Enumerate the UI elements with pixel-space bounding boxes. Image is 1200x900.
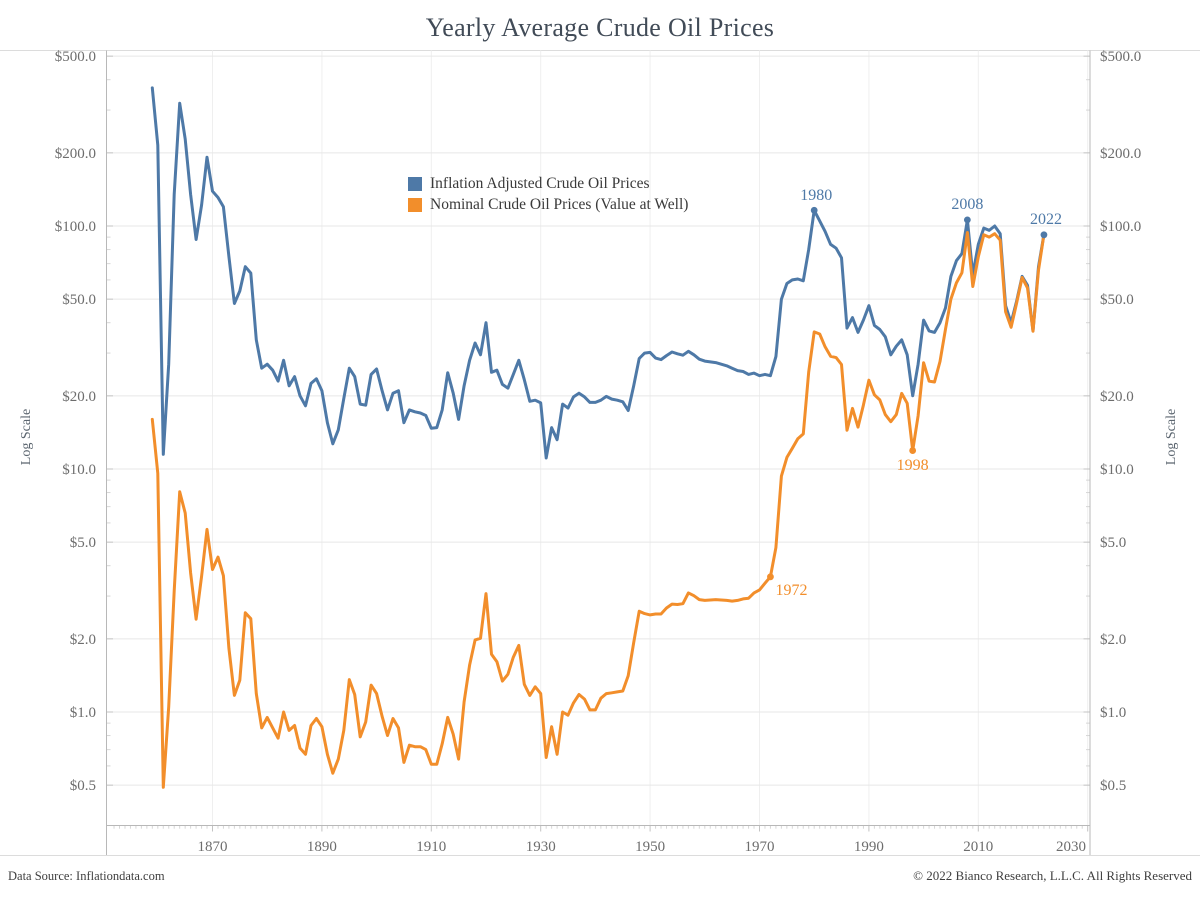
legend: Inflation Adjusted Crude Oil Prices Nomi… [408, 173, 688, 215]
y-axis-tick-label-left: $500.0 [55, 49, 96, 65]
data-source-note: Data Source: Inflationdata.com [8, 869, 165, 883]
legend-item-nominal: Nominal Crude Oil Prices (Value at Well) [408, 194, 688, 215]
nominal-price-line [150, 231, 1046, 789]
y-axis-tick-label-right: $500.0 [1100, 49, 1141, 65]
legend-label-nominal: Nominal Crude Oil Prices (Value at Well) [430, 195, 689, 213]
y-axis-tick-label-right: $1.0 [1100, 705, 1126, 721]
left-axis-title: Log Scale [19, 408, 34, 466]
y-axis-tick-label-right: $10.0 [1100, 462, 1134, 478]
x-axis-tick-label: 2030 [1056, 839, 1086, 855]
annotation-2008-peak: 2008 [951, 195, 984, 213]
y-axis-tick-label-left: $2.0 [70, 632, 96, 648]
x-axis-tick-label: 1990 [854, 839, 884, 855]
legend-swatch-orange-icon [408, 197, 422, 212]
y-axis-tick-label-left: $200.0 [55, 146, 96, 162]
annotation-1980-peak: 1980 [800, 187, 833, 205]
x-axis-tick-label: 1870 [198, 839, 228, 855]
y-axis-tick-label-left: $10.0 [62, 462, 96, 478]
data-point-marker-2008 [963, 216, 971, 224]
x-axis-tick-label: 1910 [416, 839, 446, 855]
x-axis-tick-label: 1930 [526, 839, 556, 855]
y-axis-tick-label-left: $100.0 [55, 219, 96, 235]
y-axis-tick-label-left: $50.0 [62, 292, 96, 308]
title-separator-line [0, 50, 1200, 51]
y-axis-tick-label-right: $100.0 [1100, 219, 1141, 235]
y-axis-tick-label-left: $20.0 [62, 389, 96, 405]
legend-item-inflation-adjusted: Inflation Adjusted Crude Oil Prices [408, 173, 688, 194]
data-point-marker-2022 [1040, 231, 1048, 239]
page-title: Yearly Average Crude Oil Prices [425, 13, 775, 42]
data-point-marker-1972 [767, 573, 774, 581]
data-point-marker-1980 [810, 206, 818, 214]
inflation-adjusted-price-line [150, 86, 1046, 460]
annotation-2022-endpoint: 2022 [1029, 210, 1062, 228]
annotation-1998-low: 1998 [896, 456, 929, 474]
x-axis-tick-label: 1970 [745, 839, 775, 855]
y-axis-tick-label-left: $1.0 [70, 705, 96, 721]
data-point-marker-1998 [909, 447, 917, 454]
y-axis-tick-label-right: $50.0 [1100, 292, 1134, 308]
x-axis-tick-label: 2010 [963, 839, 993, 855]
x-axis-tick-label: 1950 [635, 839, 665, 855]
y-axis-tick-label-right: $2.0 [1100, 632, 1126, 648]
y-axis-tick-label-left: $0.5 [70, 778, 96, 794]
footer-separator-line [0, 855, 1200, 856]
copyright-note: © 2022 Bianco Research, L.L.C. All Right… [913, 868, 1192, 883]
annotation-1972-point: 1972 [775, 581, 808, 599]
y-axis-tick-label-right: $200.0 [1100, 146, 1141, 162]
legend-label-inflation-adjusted: Inflation Adjusted Crude Oil Prices [430, 174, 650, 192]
right-axis-title: Log Scale [1164, 408, 1179, 466]
y-axis-tick-label-right: $5.0 [1100, 535, 1126, 551]
legend-swatch-blue-icon [408, 176, 422, 191]
x-axis-tick-label: 1890 [307, 839, 337, 855]
y-axis-tick-label-left: $5.0 [70, 535, 96, 551]
y-axis-tick-label-right: $0.5 [1100, 778, 1126, 794]
y-axis-tick-label-right: $20.0 [1100, 389, 1134, 405]
